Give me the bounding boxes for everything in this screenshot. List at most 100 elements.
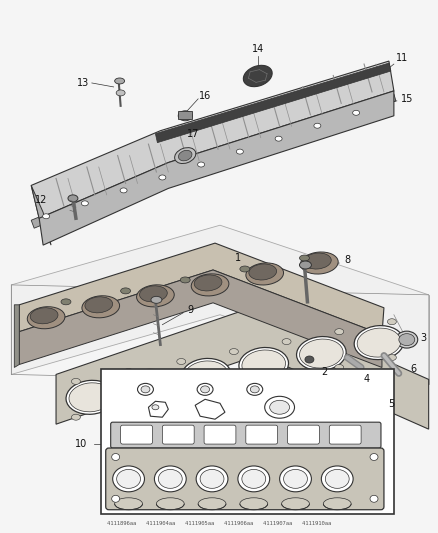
Ellipse shape	[238, 466, 270, 492]
Polygon shape	[148, 401, 168, 417]
Ellipse shape	[354, 326, 404, 360]
Polygon shape	[19, 270, 382, 367]
Text: 11: 11	[396, 53, 408, 63]
Ellipse shape	[175, 148, 196, 164]
Ellipse shape	[242, 350, 286, 379]
Ellipse shape	[300, 252, 338, 274]
Ellipse shape	[357, 328, 401, 357]
Text: 10: 10	[75, 439, 87, 449]
Ellipse shape	[116, 90, 125, 96]
Ellipse shape	[323, 498, 351, 510]
Ellipse shape	[240, 498, 268, 510]
Ellipse shape	[353, 110, 360, 115]
Ellipse shape	[155, 466, 186, 492]
Ellipse shape	[69, 383, 113, 412]
Ellipse shape	[178, 150, 192, 161]
Text: 6: 6	[411, 365, 417, 375]
Ellipse shape	[117, 470, 141, 488]
FancyBboxPatch shape	[101, 369, 394, 514]
Ellipse shape	[300, 261, 311, 269]
Text: 17: 17	[187, 128, 199, 139]
Ellipse shape	[156, 498, 184, 510]
FancyBboxPatch shape	[111, 422, 381, 448]
Ellipse shape	[71, 414, 81, 420]
Ellipse shape	[81, 201, 88, 206]
FancyBboxPatch shape	[106, 448, 384, 510]
Ellipse shape	[71, 378, 81, 384]
Ellipse shape	[201, 386, 209, 393]
Text: 4: 4	[364, 374, 370, 384]
Ellipse shape	[191, 274, 229, 296]
Text: 3: 3	[420, 333, 427, 343]
Ellipse shape	[239, 348, 289, 382]
Ellipse shape	[152, 405, 159, 410]
Ellipse shape	[115, 78, 124, 84]
Ellipse shape	[112, 454, 120, 461]
Ellipse shape	[370, 454, 378, 461]
Ellipse shape	[66, 381, 116, 414]
Ellipse shape	[388, 354, 396, 360]
Ellipse shape	[396, 331, 418, 348]
Ellipse shape	[282, 338, 291, 345]
Ellipse shape	[178, 111, 192, 121]
Ellipse shape	[124, 369, 173, 403]
Ellipse shape	[113, 466, 145, 492]
Ellipse shape	[300, 255, 309, 261]
Ellipse shape	[85, 297, 113, 313]
Ellipse shape	[127, 372, 170, 401]
Ellipse shape	[198, 498, 226, 510]
Text: 12: 12	[35, 196, 47, 205]
Ellipse shape	[120, 188, 127, 193]
Ellipse shape	[240, 266, 250, 272]
Ellipse shape	[115, 498, 142, 510]
Ellipse shape	[275, 136, 282, 141]
Text: 2: 2	[321, 367, 328, 377]
Ellipse shape	[283, 470, 307, 488]
Ellipse shape	[112, 495, 120, 502]
Ellipse shape	[177, 359, 186, 365]
Text: 15: 15	[401, 94, 413, 104]
FancyBboxPatch shape	[120, 425, 152, 444]
Ellipse shape	[140, 286, 167, 302]
Ellipse shape	[184, 361, 228, 390]
Ellipse shape	[61, 299, 71, 305]
Ellipse shape	[265, 397, 294, 418]
Ellipse shape	[177, 394, 186, 400]
Ellipse shape	[279, 466, 311, 492]
Ellipse shape	[198, 162, 205, 167]
Text: 4111896aa   4111904aa   4111905aa   4111906aa   4111907aa   4111910aa: 4111896aa 4111904aa 4111905aa 4111906aa …	[107, 521, 331, 526]
Polygon shape	[195, 399, 225, 419]
Ellipse shape	[151, 296, 162, 303]
Ellipse shape	[297, 336, 346, 370]
Ellipse shape	[137, 285, 174, 307]
Polygon shape	[11, 225, 429, 384]
Ellipse shape	[282, 498, 309, 510]
Ellipse shape	[247, 383, 263, 395]
FancyBboxPatch shape	[329, 425, 361, 444]
Ellipse shape	[141, 386, 150, 393]
Text: 14: 14	[251, 44, 264, 54]
Ellipse shape	[230, 384, 238, 390]
Polygon shape	[56, 305, 429, 429]
Ellipse shape	[180, 277, 190, 283]
Ellipse shape	[270, 400, 290, 414]
Ellipse shape	[200, 470, 224, 488]
Ellipse shape	[42, 214, 49, 219]
Ellipse shape	[197, 383, 213, 395]
FancyBboxPatch shape	[178, 111, 192, 119]
Ellipse shape	[300, 339, 343, 368]
Text: 8: 8	[344, 255, 350, 265]
Text: 16: 16	[199, 91, 211, 101]
Polygon shape	[14, 305, 19, 367]
Ellipse shape	[242, 470, 266, 488]
Ellipse shape	[370, 495, 378, 502]
Ellipse shape	[249, 264, 276, 280]
Ellipse shape	[325, 470, 349, 488]
Ellipse shape	[159, 175, 166, 180]
FancyBboxPatch shape	[162, 425, 194, 444]
Polygon shape	[31, 94, 396, 228]
Ellipse shape	[237, 149, 244, 154]
Ellipse shape	[246, 263, 283, 285]
Ellipse shape	[244, 66, 272, 87]
Ellipse shape	[194, 275, 222, 291]
